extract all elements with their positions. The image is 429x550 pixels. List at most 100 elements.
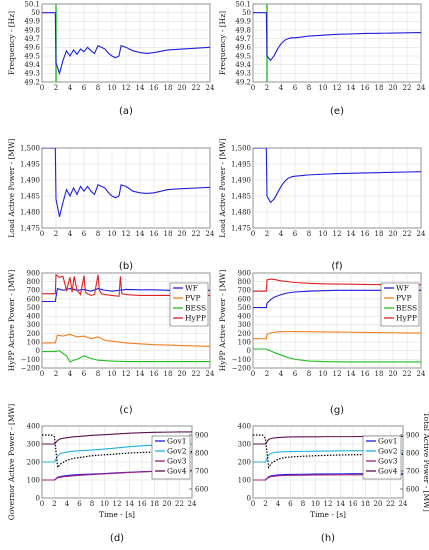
x-tick-label: 10 <box>108 230 117 238</box>
x-tick-label: 8 <box>307 84 311 92</box>
series-line-hypp <box>42 273 210 297</box>
chart-e: 0 2 4 6 8 10 12 14 16 18 20 22 2449.249.349.449.549.… <box>218 0 426 117</box>
x-tick-label: 22 <box>192 370 201 378</box>
chart-b: 0 2 4 6 8 10 12 14 16 18 20 22 241,4751,4801,4851,49… <box>7 138 215 272</box>
x-tick-label: 0 <box>251 230 255 238</box>
x-tick-label: 22 <box>192 84 201 92</box>
y-axis-label: Governor Active Power - [MW] <box>7 404 16 520</box>
y-tick-label: 49.6 <box>235 44 251 52</box>
panel-caption: (c) <box>119 405 132 416</box>
x-tick-label: 18 <box>361 500 370 508</box>
x-tick-label: 12 <box>333 230 342 238</box>
x-tick-label: 2 <box>54 230 58 238</box>
y-tick-label: 1,485 <box>20 192 40 200</box>
y2-tick-label: 800 <box>195 449 208 457</box>
x-tick-label: 4 <box>65 500 70 508</box>
x-tick-label: 14 <box>347 84 356 92</box>
y-tick-label: 400 <box>238 422 251 430</box>
y-tick-label: 200 <box>27 330 40 338</box>
y-tick-label: 49.3 <box>235 70 251 78</box>
panel-caption: (a) <box>119 106 133 117</box>
legend-label: BESS <box>396 304 417 313</box>
y-tick-label: 800 <box>27 278 40 286</box>
x-tick-label: 12 <box>113 500 122 508</box>
x-tick-label: 14 <box>125 500 134 508</box>
series-line-wf <box>42 287 210 303</box>
x-tick-label: 4 <box>68 370 73 378</box>
legend-label: Gov1 <box>167 437 187 446</box>
y-tick-label: 1,475 <box>20 224 40 232</box>
x-tick-label: 20 <box>389 370 398 378</box>
x-axis-label: Time - [s] <box>99 510 135 519</box>
y-axis-label: HyPP Active Power - [MW] <box>218 270 227 372</box>
series-line-bess <box>42 350 210 363</box>
y-tick-label: 50 <box>31 9 40 17</box>
y-tick-label: 50.1 <box>235 0 251 8</box>
y-tick-label: 49.4 <box>235 61 251 69</box>
x-tick-label: 18 <box>375 230 384 238</box>
y-tick-label: 1,495 <box>231 160 251 168</box>
x-tick-label: 2 <box>263 500 267 508</box>
y-tick-label: 1,475 <box>231 224 251 232</box>
x-tick-label: 4 <box>276 500 281 508</box>
x-tick-label: 18 <box>164 84 173 92</box>
x-tick-label: 10 <box>108 84 117 92</box>
y-tick-label: −100 <box>232 356 251 364</box>
legend-label: Gov4 <box>167 467 187 476</box>
legend-label: Gov1 <box>378 437 398 446</box>
x-tick-label: 8 <box>307 230 311 238</box>
x-tick-label: 8 <box>307 370 311 378</box>
x-tick-label: 2 <box>265 230 269 238</box>
panel-caption: (h) <box>321 533 335 544</box>
panel-caption: (b) <box>119 261 133 272</box>
y-tick-label: 100 <box>238 338 251 346</box>
x-tick-label: 14 <box>336 500 345 508</box>
y-tick-label: 49.3 <box>24 70 40 78</box>
y-axis-label: Load Active Power - [MW] <box>218 138 227 238</box>
y-tick-label: 1,490 <box>20 176 40 184</box>
y-tick-label: 600 <box>27 295 40 303</box>
y-tick-label: 49.2 <box>235 78 251 86</box>
y-tick-label: 900 <box>238 269 251 277</box>
chart-d: 0 2 4 6 8 10 12 14 16 18 20 22 240100200300400600700… <box>7 404 208 544</box>
x-tick-label: 18 <box>375 84 384 92</box>
legend-label: HyPP <box>396 314 417 323</box>
x-tick-label: 16 <box>150 230 159 238</box>
series-line-total <box>42 148 210 217</box>
y-tick-label: 700 <box>238 287 251 295</box>
y-tick-label: 300 <box>238 440 251 448</box>
y-tick-label: 50.1 <box>24 0 40 8</box>
legend <box>380 282 420 327</box>
x-tick-label: 6 <box>82 84 87 92</box>
legend-label: PVP <box>185 294 201 303</box>
chart-h: 0 2 4 6 8 10 12 14 16 18 20 22 240100200300400600700… <box>238 412 429 544</box>
x-tick-label: 6 <box>293 84 298 92</box>
x-tick-label: 12 <box>333 84 342 92</box>
x-tick-label: 6 <box>77 500 82 508</box>
x-tick-label: 22 <box>386 500 395 508</box>
legend-label: Gov2 <box>378 447 398 456</box>
y-tick-label: 500 <box>238 304 251 312</box>
y-tick-label: 300 <box>27 321 40 329</box>
x-tick-label: 16 <box>361 230 370 238</box>
y-tick-label: −200 <box>232 364 251 372</box>
y-tick-label: 200 <box>238 458 251 466</box>
y-tick-label: 400 <box>238 313 251 321</box>
legend <box>362 435 402 480</box>
y-tick-label: 300 <box>27 440 40 448</box>
x-tick-label: 24 <box>206 84 215 92</box>
x-tick-label: 12 <box>122 84 131 92</box>
x-tick-label: 22 <box>175 500 184 508</box>
x-tick-label: 10 <box>311 500 320 508</box>
y-tick-label: 50 <box>242 9 251 17</box>
legend-label: PVP <box>396 294 412 303</box>
y-tick-label: 49.8 <box>235 26 251 34</box>
y-tick-label: 400 <box>27 422 40 430</box>
y-tick-label: 49.5 <box>235 52 251 60</box>
y-tick-label: 49.8 <box>24 26 40 34</box>
legend-label: WF <box>185 284 198 293</box>
y2-tick-label: 700 <box>406 467 419 475</box>
y-tick-label: 49.2 <box>24 78 40 86</box>
legend-label: Gov2 <box>167 447 187 456</box>
y-tick-label: 0 <box>36 494 40 502</box>
